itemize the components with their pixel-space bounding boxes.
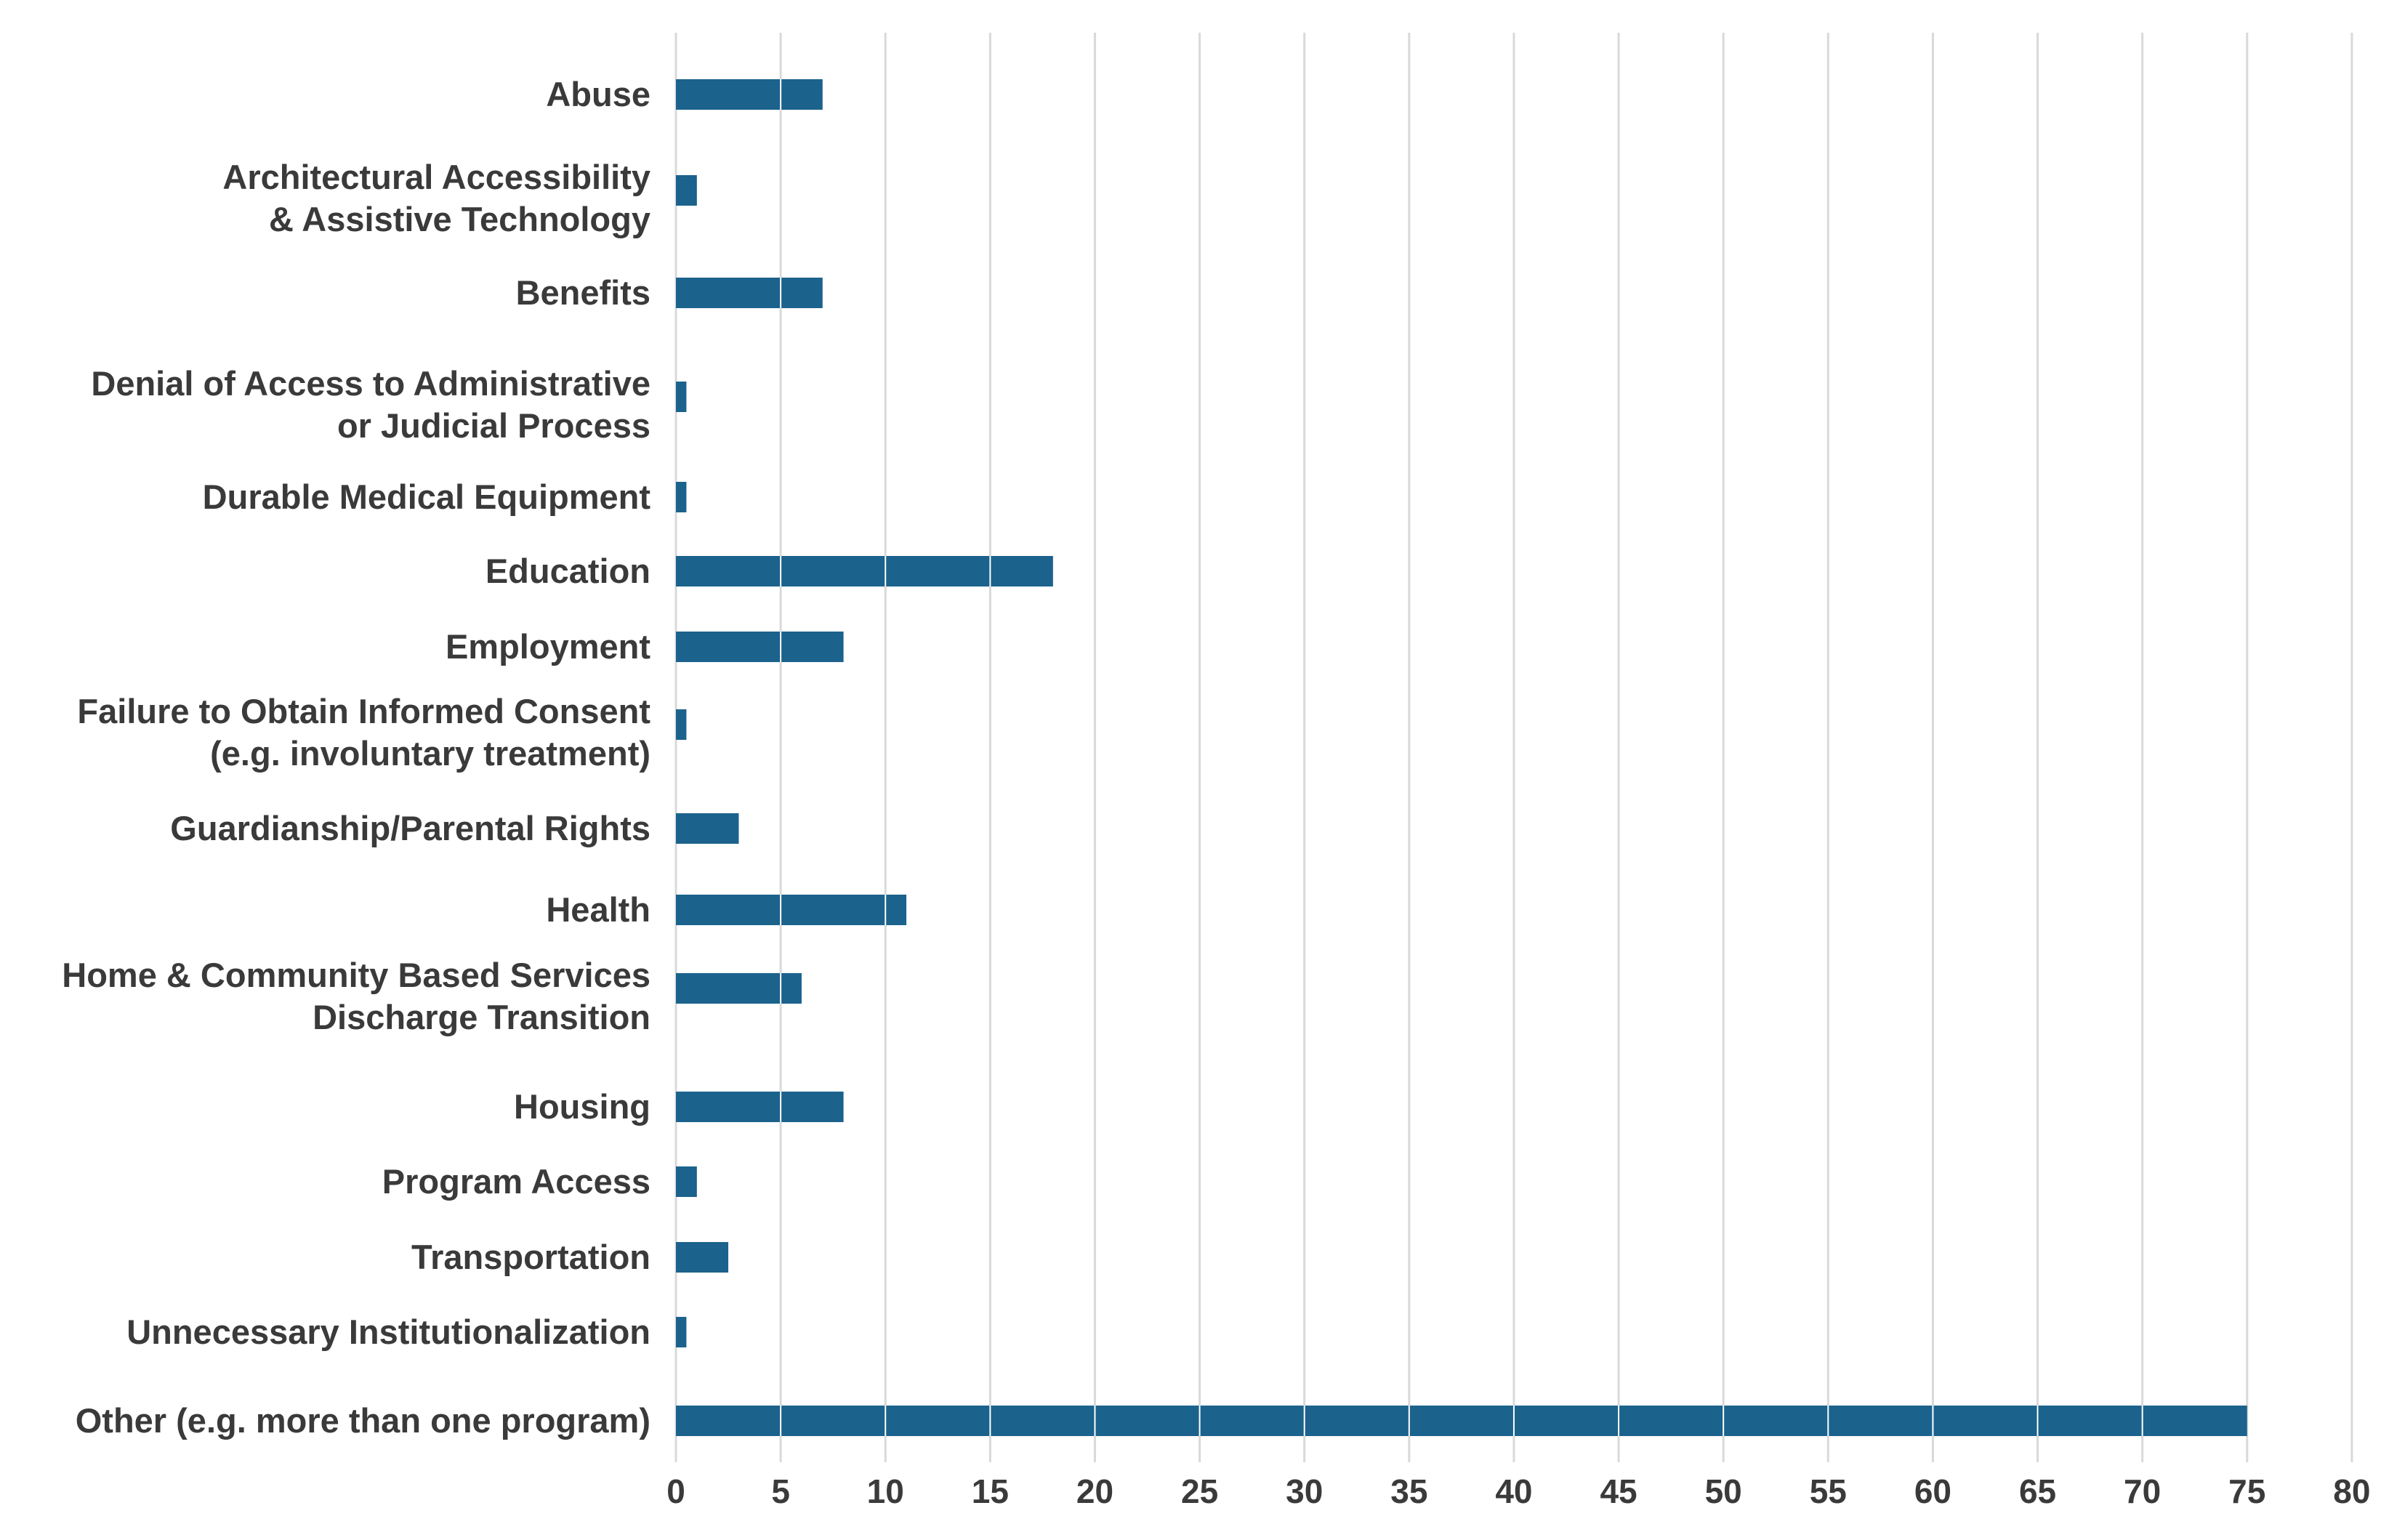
- category-label-line: Durable Medical Equipment: [203, 477, 651, 516]
- category-label-line: Discharge Transition: [313, 998, 650, 1036]
- category-label-line: Employment: [446, 627, 650, 666]
- x-tick-label-55: 55: [1810, 1472, 1847, 1510]
- x-axis-ticks: 0 5 10 15 20 25 30 35 40 45 50 55 60 65 70 75 80: [666, 1472, 2370, 1510]
- category-label-1: Architectural Accessibility & Assistive T…: [222, 158, 650, 238]
- category-label-14: Unnecessary Institutionalization: [126, 1313, 650, 1351]
- category-label-7: Failure to Obtain Informed Consent (e.g. …: [77, 692, 650, 773]
- x-tick-label-50: 50: [1705, 1472, 1742, 1510]
- category-label-line: or Judicial Process: [337, 406, 650, 445]
- category-label-line: Other (e.g. more than one program): [76, 1401, 650, 1440]
- x-tick-label-5: 5: [771, 1472, 790, 1510]
- category-label-line: Home & Community Based Services: [62, 956, 650, 994]
- category-label-3: Denial of Access to Administrative or Jud…: [91, 364, 650, 445]
- category-label-13: Transportation: [411, 1238, 650, 1276]
- x-tick-label-60: 60: [1914, 1472, 1951, 1510]
- x-tick-label-0: 0: [666, 1472, 685, 1510]
- bar-4: [676, 482, 687, 512]
- bar-2: [676, 278, 823, 308]
- x-tick-label-40: 40: [1495, 1472, 1532, 1510]
- category-label-2: Benefits: [516, 273, 650, 312]
- category-label-line: Abuse: [546, 75, 650, 113]
- bar-12: [676, 1166, 697, 1197]
- bars: [676, 79, 2247, 1436]
- category-label-12: Program Access: [382, 1162, 650, 1201]
- bar-15: [676, 1406, 2247, 1436]
- gridlines: [674, 33, 2353, 1462]
- bar-13: [676, 1242, 729, 1273]
- x-tick-label-15: 15: [972, 1472, 1009, 1510]
- category-label-15: Other (e.g. more than one program): [76, 1401, 650, 1440]
- category-label-line: Denial of Access to Administrative: [91, 364, 650, 403]
- bar-5: [676, 556, 1053, 586]
- bar-14: [676, 1317, 687, 1347]
- x-tick-label-10: 10: [867, 1472, 904, 1510]
- x-tick-label-20: 20: [1076, 1472, 1113, 1510]
- category-label-8: Guardianship/Parental Rights: [170, 809, 650, 847]
- category-label-line: Transportation: [411, 1238, 650, 1276]
- category-label-line: Benefits: [516, 273, 650, 312]
- category-label-10: Home & Community Based Services Discharge…: [62, 956, 650, 1036]
- x-tick-label-35: 35: [1390, 1472, 1427, 1510]
- category-label-line: Education: [486, 552, 650, 590]
- category-labels: Abuse Architectural Accessibility & Assist…: [62, 75, 650, 1440]
- bar-10: [676, 973, 802, 1004]
- bar-0: [676, 79, 823, 110]
- bar-3: [676, 382, 687, 412]
- category-label-line: Guardianship/Parental Rights: [170, 809, 650, 847]
- bar-11: [676, 1092, 844, 1122]
- category-label-6: Employment: [446, 627, 650, 666]
- category-label-line: Unnecessary Institutionalization: [126, 1313, 650, 1351]
- category-label-4: Durable Medical Equipment: [203, 477, 651, 516]
- category-label-9: Health: [546, 890, 650, 929]
- x-tick-label-45: 45: [1600, 1472, 1637, 1510]
- x-tick-label-25: 25: [1181, 1472, 1218, 1510]
- category-label-line: Health: [546, 890, 650, 929]
- x-tick-label-65: 65: [2019, 1472, 2056, 1510]
- category-label-line: & Assistive Technology: [269, 200, 650, 238]
- category-label-line: Program Access: [382, 1162, 650, 1201]
- x-tick-label-80: 80: [2333, 1472, 2370, 1510]
- bar-1: [676, 175, 697, 206]
- category-label-line: (e.g. involuntary treatment): [210, 734, 650, 773]
- category-label-11: Housing: [514, 1087, 650, 1126]
- x-tick-label-70: 70: [2124, 1472, 2161, 1510]
- bar-8: [676, 813, 739, 844]
- category-label-0: Abuse: [546, 75, 650, 113]
- bar-6: [676, 632, 844, 662]
- category-label-line: Architectural Accessibility: [222, 158, 650, 196]
- x-tick-label-75: 75: [2228, 1472, 2265, 1510]
- bar-7: [676, 709, 687, 740]
- bar-9: [676, 895, 907, 925]
- category-label-line: Housing: [514, 1087, 650, 1126]
- category-label-5: Education: [486, 552, 650, 590]
- x-tick-label-30: 30: [1286, 1472, 1323, 1510]
- category-label-line: Failure to Obtain Informed Consent: [77, 692, 650, 730]
